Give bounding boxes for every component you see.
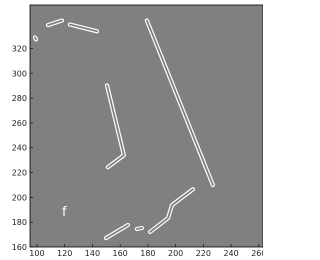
x-tick-label: 240	[223, 249, 238, 258]
contour-inner	[35, 38, 36, 40]
x-tick-label: 260	[251, 249, 263, 258]
y-tick-label: 280	[12, 94, 27, 103]
x-tick-label: 200	[168, 249, 183, 258]
y-tick-label: 240	[12, 144, 27, 153]
x-tick-label: 140	[85, 249, 100, 258]
y-tick-label: 320	[12, 44, 27, 53]
chart: 100 120 140 160 180 200 220 240 260 160 180 200 220 2…	[0, 0, 263, 260]
y-tick-label: 220	[12, 169, 27, 178]
y-tick-label: 300	[12, 69, 27, 78]
x-tick-label: 100	[29, 249, 44, 258]
panel-label: f	[62, 205, 67, 220]
x-tick-label: 220	[196, 249, 211, 258]
y-tick-label: 180	[12, 218, 27, 227]
contour-inner	[137, 228, 142, 229]
x-tick-label: 180	[140, 249, 155, 258]
y-tick-label: 200	[12, 193, 27, 202]
y-tick-label: 160	[12, 243, 27, 252]
x-tick-label: 120	[57, 249, 72, 258]
y-tick-label: 260	[12, 119, 27, 128]
x-tick-label: 160	[113, 249, 128, 258]
